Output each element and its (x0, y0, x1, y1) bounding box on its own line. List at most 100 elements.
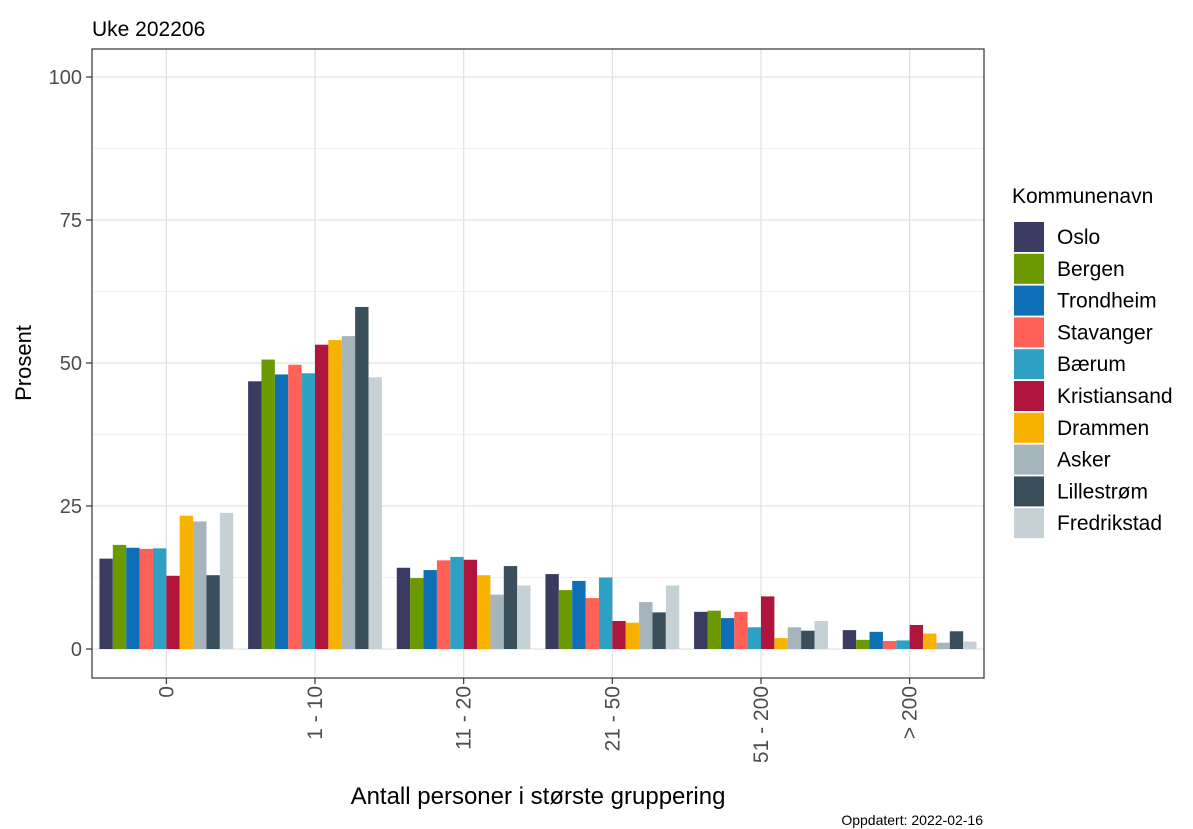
x-tick-label: 0 (155, 686, 178, 698)
bar (139, 548, 153, 649)
x-tick-label: 51 - 200 (750, 686, 773, 763)
bar (219, 512, 234, 649)
bar (517, 585, 531, 649)
legend: Kommunenavn Oslo Bergen Trondheim Stavanger… (1012, 185, 1173, 539)
bar (477, 575, 491, 649)
bar (206, 575, 220, 649)
bar (463, 559, 478, 649)
bar (503, 566, 518, 649)
bar (368, 377, 382, 649)
x-tick-label: 11 - 20 (453, 686, 476, 750)
bar (814, 620, 828, 649)
bar (787, 627, 802, 649)
bar (99, 558, 113, 649)
bar (936, 642, 950, 649)
bar (747, 627, 761, 649)
bar (923, 633, 937, 649)
bar (152, 548, 167, 649)
chart-title: Uke 202206 (92, 18, 205, 41)
bar (896, 640, 910, 649)
legend-label: Kristiansand (1057, 385, 1173, 408)
bar (126, 547, 140, 649)
bar (707, 610, 721, 649)
bar (949, 631, 964, 649)
bar (585, 598, 599, 649)
bar (355, 306, 369, 649)
legend-label: Drammen (1057, 417, 1149, 440)
legend-label: Asker (1057, 449, 1111, 472)
bar (909, 624, 924, 649)
legend-title: Kommunenavn (1012, 185, 1153, 208)
bar (734, 611, 748, 649)
bar (761, 596, 775, 649)
bar (694, 611, 708, 649)
legend-swatch (1014, 222, 1044, 252)
legend-label: Lillestrøm (1057, 480, 1148, 503)
bar (652, 612, 666, 649)
bar (341, 336, 356, 649)
bar (328, 340, 342, 649)
legend-swatch (1014, 381, 1044, 411)
bar (665, 585, 680, 649)
bar (396, 567, 411, 649)
bar (572, 580, 586, 649)
legend-swatch (1014, 253, 1044, 284)
x-axis-title: Antall personer i største gruppering (351, 783, 726, 810)
bar (193, 521, 207, 649)
bar (410, 578, 424, 649)
legend-swatch (1014, 508, 1044, 539)
y-axis-title: Prosent (11, 325, 36, 401)
bar (842, 630, 857, 649)
y-tick-label: 0 (71, 639, 82, 661)
bar (558, 590, 573, 649)
bar (720, 618, 735, 649)
bar (166, 575, 180, 649)
legend-swatch (1014, 285, 1044, 316)
bar (315, 344, 329, 649)
bar (490, 594, 504, 649)
bar (112, 544, 127, 649)
bar (625, 622, 640, 649)
x-tick-label: 21 - 50 (601, 686, 624, 751)
legend-swatch (1014, 444, 1044, 475)
x-axis: 0 1 - 10 11 - 20 21 - 50 51 - 200 > 200 (155, 678, 922, 763)
bar (261, 359, 275, 649)
y-axis: 0 25 50 75 100 (49, 67, 92, 661)
x-tick-label: > 200 (899, 686, 922, 739)
y-tick-label: 50 (60, 353, 82, 375)
bar (179, 515, 194, 649)
bar (856, 639, 870, 649)
bar (248, 381, 262, 649)
y-tick-label: 100 (49, 67, 82, 89)
bar (423, 570, 437, 649)
bar (869, 631, 883, 649)
bar (545, 574, 559, 649)
legend-label: Oslo (1057, 226, 1100, 249)
bar (882, 640, 897, 649)
legend-label: Trondheim (1057, 290, 1157, 313)
bar (774, 638, 788, 649)
bar (612, 620, 626, 649)
y-tick-label: 75 (60, 210, 82, 232)
legend-swatch (1014, 317, 1044, 348)
bars (99, 306, 977, 649)
legend-swatch (1014, 349, 1044, 380)
bar (639, 602, 653, 649)
x-tick-label: 1 - 10 (304, 686, 327, 740)
bar (801, 630, 815, 649)
legend-label: Stavanger (1057, 321, 1153, 344)
updated-caption: Oppdatert: 2022-02-16 (841, 812, 983, 828)
legend-swatch (1014, 412, 1044, 443)
bar (598, 577, 613, 649)
legend-swatch (1014, 476, 1044, 507)
bar (301, 373, 315, 649)
bar (963, 641, 977, 649)
bar (288, 364, 302, 649)
legend-label: Bergen (1057, 258, 1125, 281)
bar (274, 374, 289, 649)
legend-label: Bærum (1057, 353, 1126, 376)
legend-label: Fredrikstad (1057, 512, 1162, 535)
bar (450, 556, 464, 649)
bar (436, 560, 451, 649)
